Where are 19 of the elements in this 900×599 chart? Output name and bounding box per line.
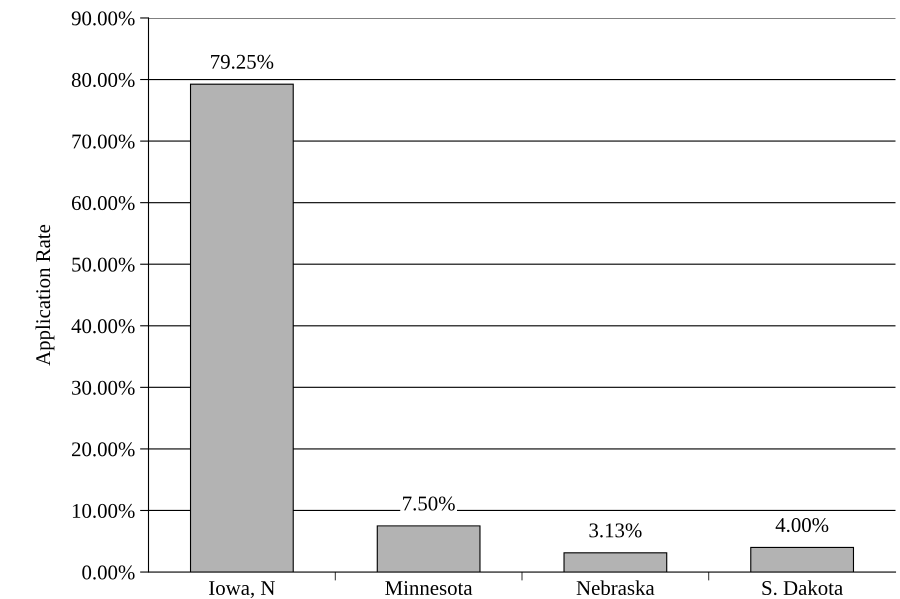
y-axis-title: Application Rate xyxy=(36,224,54,366)
x-tick-label: Nebraska xyxy=(576,580,654,596)
y-tick-label: 20.00% xyxy=(72,442,135,456)
data-label: 7.50% xyxy=(403,496,455,511)
y-tick-label: 40.00% xyxy=(71,319,135,334)
x-tick-label: Minnesota xyxy=(385,581,472,596)
y-tick-label: 70.00% xyxy=(72,134,135,149)
y-tick-label: 90.00% xyxy=(72,11,135,26)
y-tick-label: 80.00% xyxy=(72,72,135,88)
data-label: 4.00% xyxy=(776,518,828,532)
data-label: 79.25% xyxy=(211,54,274,69)
y-tick-label: 30.00% xyxy=(72,380,135,395)
y-tick-label: 50.00% xyxy=(72,258,135,272)
x-tick-label: Iowa, N xyxy=(209,581,275,598)
y-tick-label: 60.00% xyxy=(72,196,135,210)
data-label: 3.13% xyxy=(589,523,642,538)
y-tick-label: 0.00% xyxy=(82,565,135,580)
y-tick-label: 10.00% xyxy=(72,504,135,518)
x-tick-label: S. Dakota xyxy=(762,580,843,596)
